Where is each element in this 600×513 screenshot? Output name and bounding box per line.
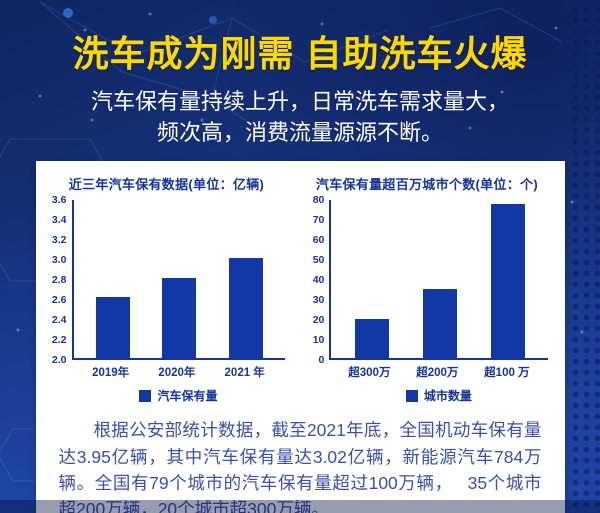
bar — [491, 204, 526, 359]
x-axis-label: 2020年 — [158, 367, 196, 380]
chart-plot: 80 70 60 50 40 30 20 10 0 — [299, 194, 549, 366]
x-axis-label: 超300万 — [348, 367, 391, 380]
y-tick-label: 2.2 — [51, 334, 67, 347]
bottom-band-decoration — [0, 500, 600, 513]
x-labels: 超300万 超200万 超100 万 — [329, 364, 548, 380]
y-tick-label: 2.0 — [51, 354, 67, 367]
y-tick-label: 40 — [312, 274, 325, 287]
y-tick-label: 10 — [312, 334, 325, 347]
page-title: 洗车成为刚需 自助洗车火爆 — [72, 33, 528, 74]
y-tick-label: 70 — [312, 214, 325, 227]
chart-car-ownership: 近三年汽车保有数据(单位：亿辆) 3.6 3.4 3.2 3.0 2.8 2.6 2.4 2.… — [38, 174, 296, 404]
y-tick-label: 20 — [312, 314, 325, 327]
y-tick-label: 30 — [312, 294, 325, 307]
x-axis-label: 2019年 — [92, 367, 130, 380]
header: 洗车成为刚需 自助洗车火爆 汽车保有量持续上升，日常洗车需求量大， 频次高，消费… — [0, 25, 600, 148]
chart-legend: 城市数量 — [319, 387, 558, 404]
chart-legend: 汽车保有量 — [62, 387, 296, 404]
page-subtitle: 汽车保有量持续上升，日常洗车需求量大， 频次高，消费流量源源不断。 — [0, 86, 600, 148]
y-tick-label: 3.0 — [51, 254, 67, 267]
subtitle-line-1: 汽车保有量持续上升，日常洗车需求量大， — [90, 89, 509, 114]
dotted-side-strip-decoration — [567, 0, 600, 513]
x-axis-label: 超100 万 — [484, 367, 530, 380]
bar — [354, 318, 389, 359]
y-tick-label: 2.6 — [51, 294, 67, 307]
bar — [229, 257, 264, 359]
x-axis-label: 超200万 — [416, 367, 459, 380]
y-tick-label: 60 — [312, 234, 325, 247]
chart-city-count: 汽车保有量超百万城市个数(单位：个) 80 70 60 50 40 30 20 10 0 超30… — [295, 174, 558, 404]
legend-label: 城市数量 — [423, 389, 472, 404]
legend-swatch-icon — [139, 389, 152, 402]
legend-swatch-icon — [405, 389, 418, 402]
x-axis-label: 2021 年 — [224, 367, 265, 380]
chart-title: 近三年汽车保有数据(单位：亿辆) — [68, 177, 265, 193]
bars — [329, 200, 549, 361]
bar — [422, 289, 457, 359]
y-tick-label: 3.6 — [51, 194, 67, 207]
y-ticks: 3.6 3.4 3.2 3.0 2.8 2.6 2.4 2.2 2.0 — [42, 194, 72, 366]
y-ticks: 80 70 60 50 40 30 20 10 0 — [299, 194, 329, 366]
y-tick-label: 50 — [312, 254, 325, 267]
chart-plot: 3.6 3.4 3.2 3.0 2.8 2.6 2.4 2.2 2.0 — [42, 194, 286, 366]
y-tick-label: 3.4 — [51, 214, 67, 227]
y-tick-label: 2.8 — [51, 274, 67, 287]
y-tick-label: 80 — [312, 194, 325, 207]
x-labels: 2019年 2020年 2021 年 — [72, 364, 286, 380]
legend-label: 汽车保有量 — [157, 389, 218, 404]
y-tick-label: 0 — [318, 354, 325, 367]
y-tick-label: 2.4 — [51, 314, 67, 327]
bar — [162, 278, 197, 359]
bar — [95, 297, 130, 359]
bars — [71, 200, 286, 361]
chart-title: 汽车保有量超百万城市个数(单位：个) — [315, 177, 538, 193]
subtitle-line-2: 频次高，消费流量源源不断。 — [156, 120, 443, 146]
y-tick-label: 3.2 — [51, 234, 67, 247]
stats-card: 近三年汽车保有数据(单位：亿辆) 3.6 3.4 3.2 3.0 2.8 2.6 2.4 2.… — [35, 161, 565, 513]
statistics-paragraph: 根据公安部统计数据，截至2021年底，全国机动车保有量达3.95亿辆，其中汽车保… — [58, 420, 542, 513]
charts-row: 近三年汽车保有数据(单位：亿辆) 3.6 3.4 3.2 3.0 2.8 2.6 2.4 2.… — [36, 161, 565, 404]
